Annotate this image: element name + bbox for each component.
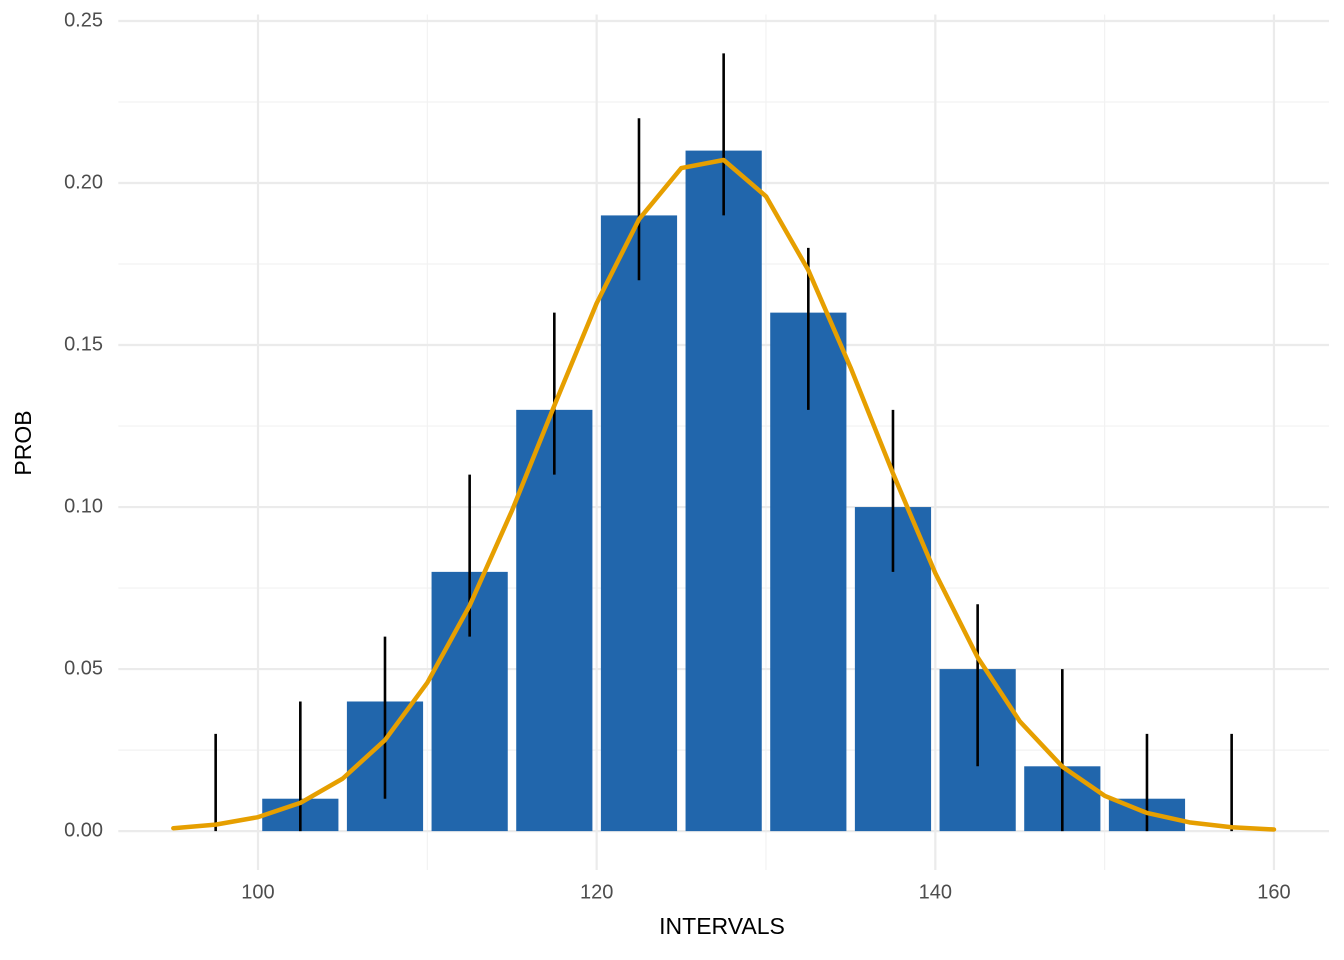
x-axis-title: INTERVALS	[659, 913, 785, 939]
x-tick-label: 160	[1257, 881, 1290, 903]
y-axis-title: PROB	[10, 410, 36, 475]
y-tick-label: 0.05	[64, 657, 103, 679]
y-tick-label: 0.20	[64, 171, 103, 193]
y-tick-label: 0.00	[64, 819, 103, 841]
bar	[600, 215, 678, 832]
x-tick-label: 100	[241, 881, 274, 903]
x-tick-label: 120	[580, 881, 613, 903]
bar	[685, 150, 762, 832]
bar	[516, 409, 593, 832]
y-tick-label: 0.10	[64, 495, 103, 517]
y-tick-label: 0.15	[64, 333, 103, 355]
density-curve	[171, 157, 1277, 832]
y-tick-label: 0.25	[64, 9, 103, 31]
x-tick-label: 140	[919, 881, 952, 903]
